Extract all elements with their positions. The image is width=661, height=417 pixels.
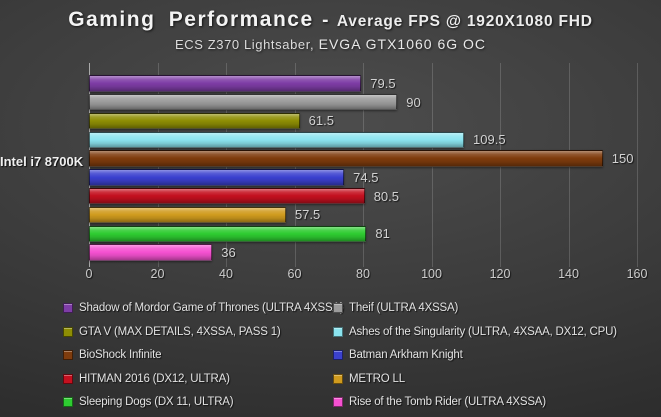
bar-row: 61.5 (89, 112, 637, 130)
x-tick-label: 120 (489, 267, 511, 281)
x-tick-label: 160 (626, 267, 648, 281)
bar-row: 81 (89, 225, 637, 243)
bar-row: 109.5 (89, 131, 637, 149)
legend-item-label: Rise of the Tomb Rider (ULTRA 4XSSA) (349, 396, 546, 408)
chart-title: Gaming Performance - Average FPS @ 1920X… (0, 8, 661, 32)
legend-swatch (333, 373, 343, 384)
x-tick-label: 0 (85, 267, 93, 281)
legend-item-label: BioShock Infinite (79, 349, 162, 361)
bar-row: 150 (89, 150, 637, 167)
legend-item: Rise of the Tomb Rider (ULTRA 4XSSA) (333, 394, 546, 410)
bar-value-label: 57.5 (294, 207, 321, 223)
bar-7 (89, 187, 365, 205)
bar-value-label: 79.5 (370, 75, 396, 91)
bar-4 (89, 131, 465, 149)
legend-swatch (63, 373, 73, 384)
chart-subtitle: ECS Z370 Lightsaber, EVGA GTX1060 6G OC (0, 36, 661, 54)
bar-series: 79.5 90 61.5 109.5 150 74.5 80.5 57.5 81 36 (89, 74, 637, 262)
bar-3 (89, 112, 300, 130)
bar-row: 79.5 (89, 75, 637, 92)
legend-item-label: Ashes of the Singularity (ULTRA, 4XSAA, … (349, 325, 617, 338)
legend-item-label: GTA V (MAX DETAILS, 4XSSA, PASS 1) (79, 325, 281, 338)
bar-value-label: 36 (221, 245, 236, 261)
legend-swatch (333, 326, 343, 337)
legend-swatch (333, 397, 343, 407)
bar-5 (89, 150, 603, 167)
legend-item: Sleeping Dogs (DX 11, ULTRA) (63, 394, 234, 410)
legend-item-label: Batman Arkham Knight (349, 349, 463, 361)
chart-title-detail: Average FPS @ 1920X1080 FHD (336, 13, 593, 30)
bar-row: 74.5 (89, 169, 637, 186)
bar-6 (89, 169, 345, 186)
legend-item: Batman Arkham Knight (333, 347, 463, 363)
x-tick-label: 80 (356, 267, 370, 281)
legend-item-label: HITMAN 2016 (DX12, ULTRA) (79, 372, 230, 385)
legend-item: Theif (ULTRA 4XSSA) (333, 300, 458, 316)
x-tick-label: 20 (150, 267, 165, 281)
bar-value-label: 150 (611, 151, 634, 167)
legend-swatch (333, 350, 343, 360)
legend-item: Ashes of the Singularity (ULTRA, 4XSAA, … (333, 324, 617, 340)
plot-area: 79.5 90 61.5 109.5 150 74.5 80.5 57.5 81 36 (89, 63, 638, 267)
legend-swatch (333, 303, 343, 313)
bar-9 (89, 225, 367, 243)
bar-row: 57.5 (89, 206, 637, 224)
legend-item-label: Theif (ULTRA 4XSSA) (349, 302, 459, 314)
legend-item: Shadow of Mordor Game of Thrones (ULTRA … (63, 300, 344, 316)
bar-8 (89, 206, 286, 224)
legend-swatch (63, 397, 73, 407)
legend-item-label: Sleeping Dogs (DX 11, ULTRA) (79, 396, 234, 408)
legend-swatch (63, 326, 73, 337)
bar-row: 36 (89, 244, 637, 261)
legend-item-label: METRO LL (349, 372, 405, 385)
legend-item: METRO LL (333, 371, 405, 387)
x-tick-label: 140 (558, 267, 579, 281)
x-tick-label: 100 (421, 267, 442, 281)
bar-value-label: 61.5 (308, 113, 334, 129)
bar-row: 80.5 (89, 187, 637, 205)
x-axis: 0 20 40 60 80 100 120 140 160 (85, 267, 648, 283)
legend-swatch (63, 350, 73, 360)
legend-item: BioShock Infinite (63, 347, 161, 363)
legend-item: HITMAN 2016 (DX12, ULTRA) (63, 371, 230, 387)
legend-item: GTA V (MAX DETAILS, 4XSSA, PASS 1) (63, 324, 281, 340)
y-axis-category-label: Intel i7 8700K (0, 154, 84, 169)
bar-value-label: 74.5 (353, 169, 379, 185)
bar-value-label: 80.5 (373, 188, 400, 204)
x-tick-label: 60 (287, 267, 302, 281)
x-tick-label: 40 (219, 267, 233, 281)
legend-swatch (63, 303, 73, 313)
chart-title-separator: - (322, 10, 329, 31)
bar-10 (89, 244, 213, 261)
chart-subtitle-gpu: EVGA GTX1060 6G OC (318, 36, 487, 52)
bar-value-label: 109.5 (473, 132, 506, 148)
bar-value-label: 81 (375, 226, 390, 242)
bar-2 (89, 93, 398, 111)
chart-title-main: Gaming Performance (68, 8, 314, 31)
chart-subtitle-motherboard: ECS Z370 Lightsaber, (174, 37, 315, 52)
bar-1 (89, 75, 362, 92)
bar-row: 90 (89, 93, 637, 111)
legend-item-label: Shadow of Mordor Game of Thrones (ULTRA … (79, 302, 344, 314)
gridline (637, 63, 638, 267)
bar-value-label: 90 (406, 94, 421, 110)
